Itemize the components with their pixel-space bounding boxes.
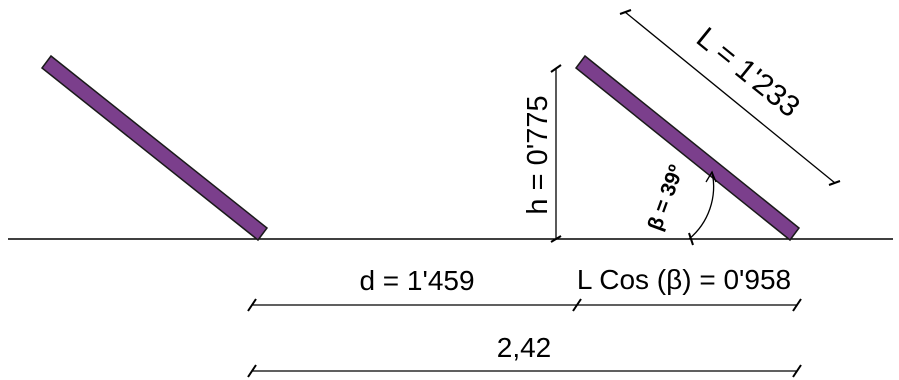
distance-label: d = 1'459 xyxy=(359,265,474,296)
left-solar-panel xyxy=(40,54,269,242)
distance-dimension xyxy=(247,298,582,312)
projection-label: L Cos (β) = 0'958 xyxy=(577,264,791,295)
angle-label: β = 39º xyxy=(643,162,688,234)
height-dimension xyxy=(550,64,562,243)
total-dimension xyxy=(247,364,802,378)
projection-dimension xyxy=(577,298,802,312)
right-solar-panel xyxy=(574,54,801,242)
angle-arc xyxy=(688,170,717,246)
length-label: L = 1'233 xyxy=(690,21,806,124)
height-label: h = 0'775 xyxy=(522,95,554,214)
total-label: 2,42 xyxy=(497,332,552,363)
length-dimension xyxy=(619,9,841,186)
